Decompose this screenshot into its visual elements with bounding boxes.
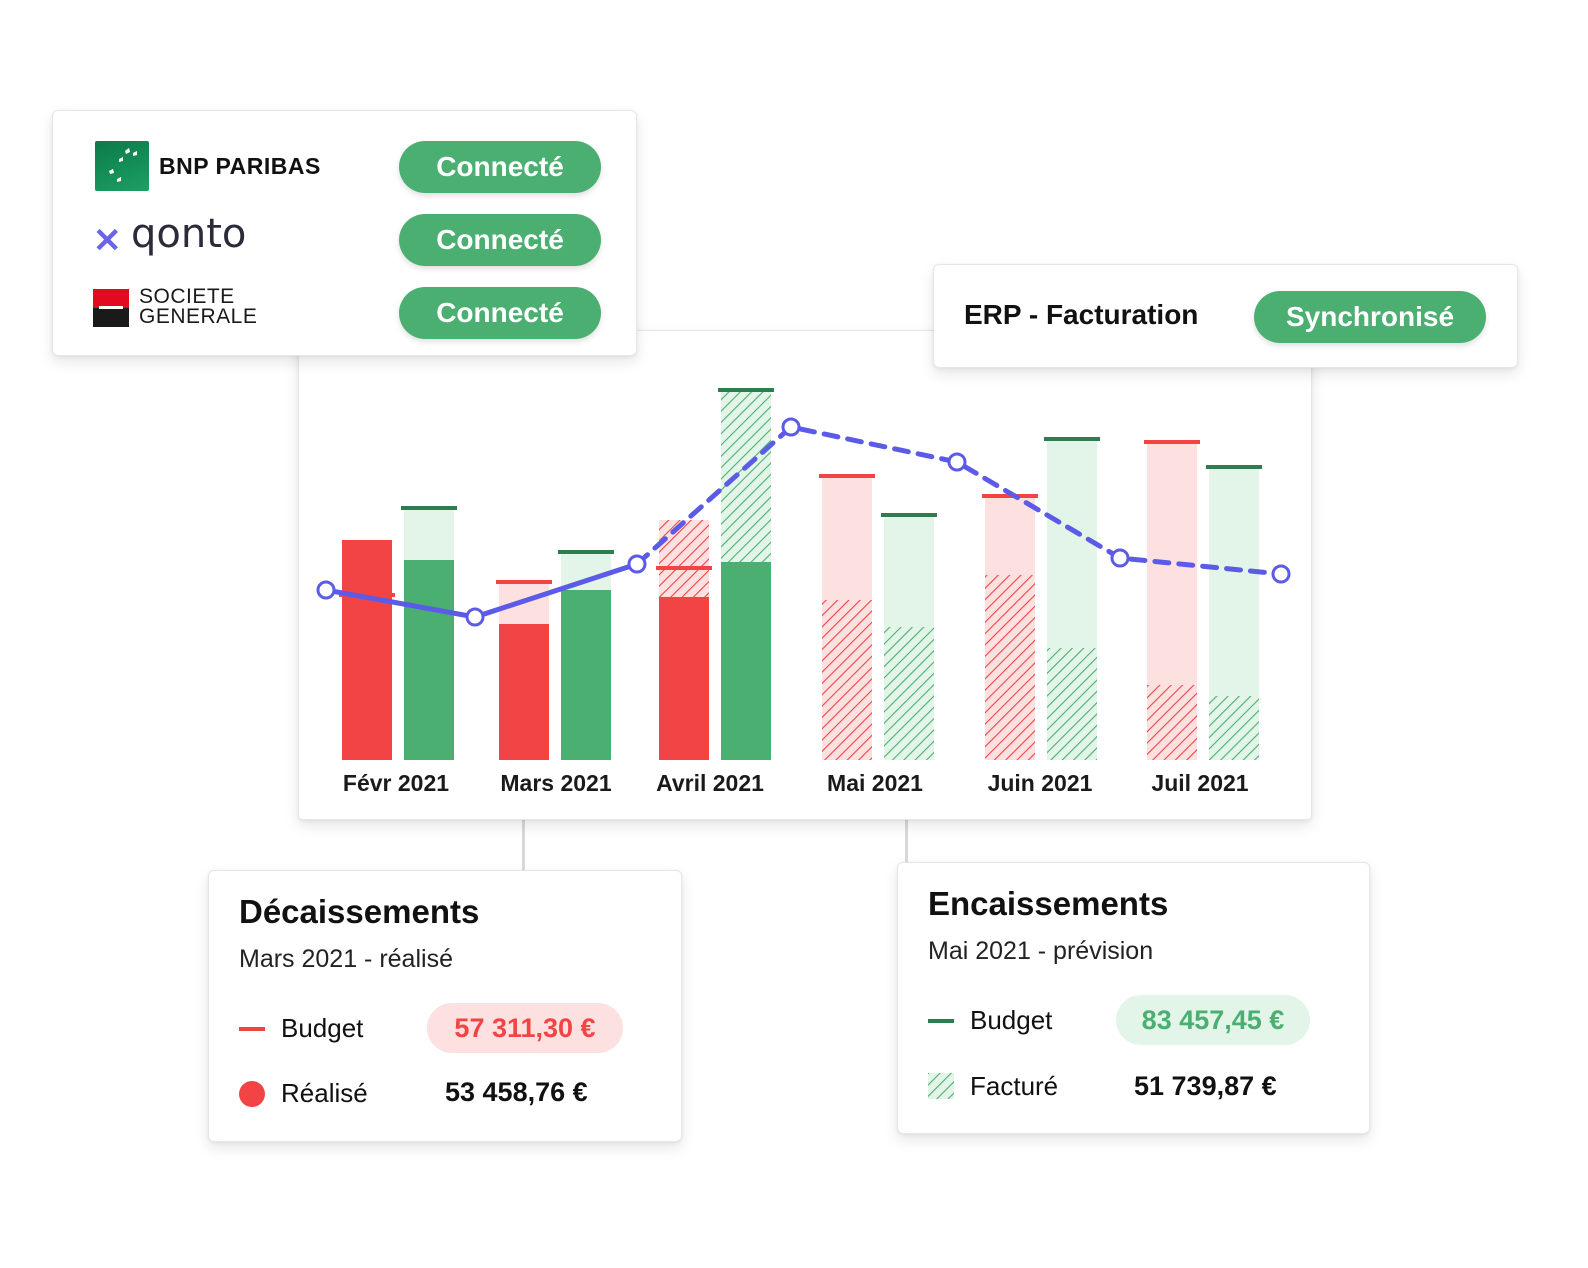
banks-card: BNP PARIBAS Connecté ✕ qonto Connecté SO… bbox=[52, 110, 637, 356]
decaissements-card: Décaissements Mars 2021 - réalisé Budget… bbox=[208, 870, 682, 1142]
encaissement-realise-bar bbox=[561, 590, 611, 760]
decaissement-budget-marker bbox=[496, 580, 552, 584]
bnp-paribas-name: BNP PARIBAS bbox=[159, 153, 321, 179]
decaissements-subtitle: Mars 2021 - réalisé bbox=[239, 945, 453, 973]
decaissement-realise-bar bbox=[659, 597, 709, 760]
x-label-juin: Juin 2021 bbox=[987, 770, 1093, 796]
societe-generale-logo-icon bbox=[93, 289, 129, 327]
encaissement-facture-bar bbox=[1209, 696, 1259, 760]
decaissement-realise-bar bbox=[342, 540, 392, 760]
decaissements-budget-label: Budget bbox=[281, 1013, 364, 1043]
decaissement-facture-bar bbox=[822, 600, 872, 760]
encaissement-realise-bar bbox=[721, 562, 771, 760]
decaissement-facture-bar bbox=[1147, 685, 1197, 760]
tresorerie-point[interactable] bbox=[947, 452, 967, 472]
erp-card: ERP - Facturation Synchronisé bbox=[933, 264, 1518, 368]
encaissement-budget-marker bbox=[881, 513, 937, 517]
decaissement-budget-marker bbox=[656, 566, 712, 570]
qonto-name: qonto bbox=[131, 211, 247, 257]
encaissements-facture-value: 51 739,87 € bbox=[1134, 1071, 1277, 1101]
tresorerie-point[interactable] bbox=[1271, 564, 1291, 584]
bnp-connected-button[interactable]: Connecté bbox=[399, 141, 601, 193]
qonto-logo-icon: ✕ bbox=[93, 222, 122, 260]
decaissements-budget-value: 57 311,30 € bbox=[427, 1003, 623, 1053]
encaissements-subtitle: Mai 2021 - prévision bbox=[928, 937, 1154, 965]
decaissement-realise-bar bbox=[499, 624, 549, 760]
decaissement-facture-bar bbox=[659, 520, 709, 597]
x-label-mars: Mars 2021 bbox=[500, 770, 612, 796]
tresorerie-point[interactable] bbox=[465, 607, 485, 627]
societe-generale-connected-button[interactable]: Connecté bbox=[399, 287, 601, 339]
x-label-juil: Juil 2021 bbox=[1151, 770, 1249, 796]
budget-dash-red-icon bbox=[239, 1027, 265, 1031]
encaissement-facture-bar bbox=[1047, 648, 1097, 760]
decaissement-budget-marker bbox=[819, 474, 875, 478]
realise-dot-red-icon bbox=[239, 1081, 265, 1107]
decaissement-budget-marker bbox=[1144, 440, 1200, 444]
encaissement-budget-marker bbox=[1044, 437, 1100, 441]
decaissements-realise-value: 53 458,76 € bbox=[445, 1077, 588, 1107]
encaissement-facture-bar bbox=[721, 388, 771, 562]
facture-hatch-green-icon bbox=[928, 1073, 954, 1099]
encaissement-budget-marker bbox=[401, 506, 457, 510]
encaissements-facture-label: Facturé bbox=[970, 1071, 1059, 1101]
encaissement-budget-marker bbox=[558, 550, 614, 554]
tresorerie-point[interactable] bbox=[1110, 548, 1130, 568]
encaissement-realise-bar bbox=[404, 560, 454, 760]
chart-card bbox=[298, 330, 1312, 820]
decaissements-realise-label: Réalisé bbox=[281, 1078, 368, 1108]
x-label-avril: Avril 2021 bbox=[656, 770, 764, 796]
erp-title: ERP - Facturation bbox=[964, 299, 1199, 330]
budget-dash-green-icon bbox=[928, 1019, 954, 1023]
encaissements-card: Encaissements Mai 2021 - prévision Budge… bbox=[897, 862, 1370, 1134]
tresorerie-point[interactable] bbox=[316, 580, 336, 600]
tresorerie-point[interactable] bbox=[781, 417, 801, 437]
societe-generale-name: SOCIETE GENERALE bbox=[139, 285, 258, 328]
encaissement-budget-marker bbox=[1206, 465, 1262, 469]
tresorerie-point[interactable] bbox=[627, 554, 647, 574]
x-label-mai: Mai 2021 bbox=[827, 770, 923, 796]
bnp-paribas-logo-icon bbox=[95, 141, 149, 191]
encaissement-budget-marker bbox=[718, 388, 774, 392]
erp-synchronised-button[interactable]: Synchronisé bbox=[1254, 291, 1486, 343]
encaissements-title: Encaissements bbox=[928, 885, 1169, 922]
encaissement-facture-bar bbox=[884, 627, 934, 760]
encaissements-budget-value: 83 457,45 € bbox=[1116, 995, 1310, 1045]
decaissement-facture-bar bbox=[985, 575, 1035, 760]
encaissements-budget-label: Budget bbox=[970, 1005, 1053, 1035]
qonto-connected-button[interactable]: Connecté bbox=[399, 214, 601, 266]
x-label-fevr: Févr 2021 bbox=[342, 770, 450, 796]
decaissements-title: Décaissements bbox=[239, 893, 480, 930]
